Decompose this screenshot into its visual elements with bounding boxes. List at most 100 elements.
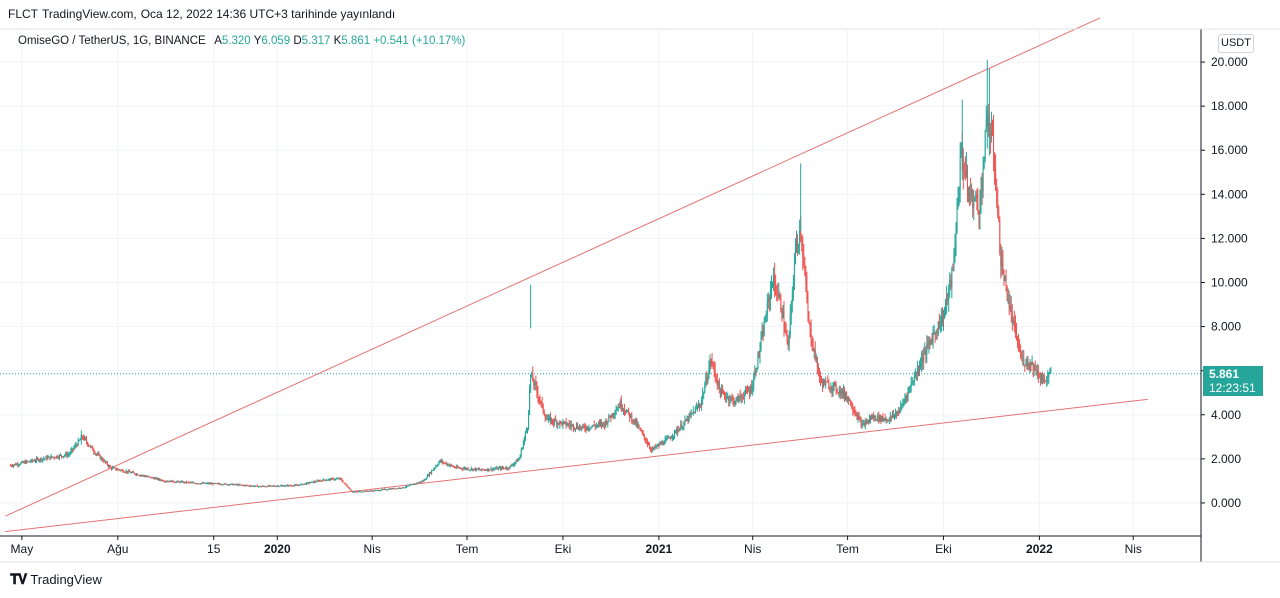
candle-body	[839, 389, 841, 395]
candle-body	[583, 425, 585, 427]
candle-body	[564, 421, 566, 423]
candle-body	[524, 432, 526, 438]
candle-body	[581, 426, 583, 429]
candle-body	[35, 458, 37, 461]
currency-button[interactable]: USDT	[1218, 34, 1254, 53]
candle-body	[262, 485, 264, 487]
candle-body	[531, 373, 533, 375]
candle-body	[74, 445, 76, 448]
candle-body	[233, 484, 235, 486]
candle-body	[559, 421, 561, 425]
candle-body	[740, 396, 742, 398]
candle-body	[44, 458, 46, 460]
candle-body	[693, 411, 695, 414]
footer-brand[interactable]: 𝐓𝐕 TradingView	[10, 571, 102, 588]
candle-body	[86, 439, 88, 443]
candle-body	[963, 170, 965, 172]
candle-body	[91, 446, 93, 448]
candle-body	[266, 486, 268, 488]
candle-body	[171, 480, 173, 483]
candle-body	[675, 430, 677, 432]
candle-body	[306, 482, 308, 485]
candle-body	[465, 467, 467, 470]
candle-body	[703, 392, 705, 394]
candle-body	[450, 464, 452, 466]
candle-body	[940, 315, 942, 325]
candle-body	[584, 426, 586, 429]
candle-body	[864, 422, 866, 426]
candle-body	[573, 428, 575, 430]
candle-body	[204, 482, 206, 484]
close-value: 5.861	[341, 35, 371, 47]
candle-body	[858, 416, 860, 418]
candle-body	[122, 470, 124, 472]
candle-body	[766, 301, 768, 317]
candle-body	[472, 468, 474, 471]
candle-body	[629, 413, 631, 418]
candle-body	[434, 467, 436, 469]
candle-body	[15, 464, 17, 466]
candle-body	[821, 379, 823, 382]
candle-body	[1012, 320, 1014, 324]
candle-body	[928, 341, 930, 345]
candle-body	[45, 456, 47, 459]
candle-body	[245, 485, 247, 487]
candle-body	[132, 472, 134, 474]
candle-body	[563, 421, 565, 423]
candle-body	[342, 481, 344, 483]
candle-body	[595, 425, 597, 427]
candle-body	[571, 424, 573, 426]
candle-body	[925, 349, 927, 355]
candle-body	[881, 417, 883, 421]
candle-body	[140, 475, 142, 477]
candle-body	[421, 480, 423, 482]
candle-body	[444, 462, 446, 464]
candle-body	[972, 189, 974, 208]
candle-body	[298, 485, 300, 487]
candle-body	[778, 294, 780, 298]
candle-body	[46, 456, 48, 460]
candle-body	[194, 482, 196, 484]
candle-body	[375, 490, 377, 492]
candle-body	[28, 461, 30, 463]
candle-body	[384, 489, 386, 491]
candle-body	[170, 480, 172, 483]
candle-body	[443, 462, 445, 464]
candle-body	[409, 485, 411, 487]
candle-body	[210, 483, 212, 485]
candle-body	[253, 486, 255, 488]
candle-body	[489, 469, 491, 471]
candle-body	[670, 437, 672, 439]
candle-body	[462, 468, 464, 470]
candle-body	[865, 422, 867, 424]
candle-body	[1031, 362, 1033, 365]
candle-body	[166, 481, 168, 483]
candle-body	[318, 480, 320, 482]
candle-body	[38, 458, 40, 461]
candle-body	[79, 439, 81, 441]
candle-body	[859, 417, 861, 420]
candle-body	[909, 386, 911, 388]
candle-body	[969, 192, 971, 195]
candle-body	[523, 437, 525, 443]
candle-body	[57, 457, 59, 459]
candle-body	[147, 476, 149, 478]
candle-body	[431, 470, 433, 474]
candle-body	[627, 409, 629, 412]
candle-body	[17, 463, 19, 466]
candle-body	[895, 412, 897, 415]
candle-body	[853, 410, 855, 412]
candle-body	[873, 415, 875, 418]
candle-body	[265, 486, 267, 488]
candle-body	[180, 481, 182, 483]
candle-body	[98, 454, 100, 456]
candle-body	[104, 460, 106, 463]
candle-body	[442, 461, 444, 463]
candle-body	[732, 398, 734, 400]
candle-body	[911, 383, 913, 385]
candle-body	[785, 332, 787, 335]
candle-body	[178, 481, 180, 483]
candle-body	[398, 487, 400, 489]
candle-body	[169, 480, 171, 482]
